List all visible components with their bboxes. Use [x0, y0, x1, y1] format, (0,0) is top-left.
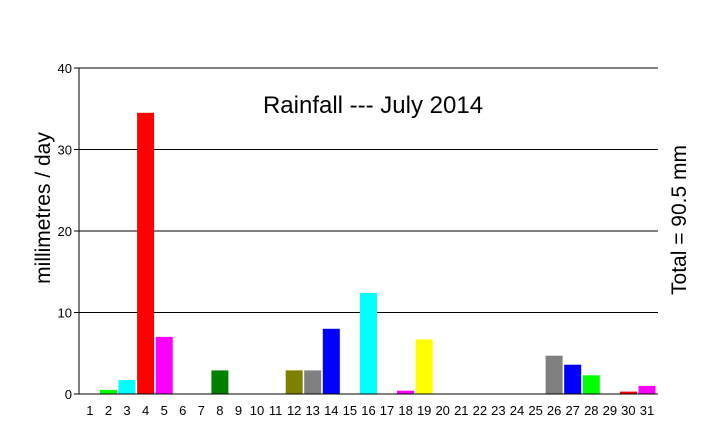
bar-day-26	[545, 355, 563, 394]
bar-day-28	[582, 375, 600, 394]
bar-day-31	[638, 385, 656, 394]
y-tick-label: 10	[58, 306, 72, 321]
bar-day-30	[619, 391, 637, 394]
x-tick-label: 19	[417, 403, 431, 418]
x-tick-label: 27	[565, 403, 579, 418]
x-tick-label: 31	[640, 403, 654, 418]
bar-day-18	[397, 390, 415, 394]
y-tick-label: 0	[65, 387, 72, 402]
x-tick-label: 23	[491, 403, 505, 418]
x-tick-label: 16	[361, 403, 375, 418]
x-tick-label: 25	[528, 403, 542, 418]
x-tick-label: 7	[198, 403, 205, 418]
bar-day-27	[564, 364, 582, 394]
bar-day-2	[100, 389, 117, 394]
x-tick-label: 29	[603, 403, 617, 418]
x-tick-label: 8	[216, 403, 223, 418]
x-tick-label: 20	[435, 403, 449, 418]
bar-day-3	[118, 380, 136, 394]
x-tick-label: 21	[454, 403, 468, 418]
total-label: Total = 90.5 mm	[668, 145, 691, 295]
bar-day-19	[415, 339, 433, 394]
x-tick-label: 30	[621, 403, 635, 418]
x-tick-label: 2	[105, 403, 112, 418]
x-tick-label: 1	[86, 403, 93, 418]
x-tick-label: 13	[305, 403, 319, 418]
x-tick-label: 17	[380, 403, 394, 418]
x-tick-label: 18	[398, 403, 412, 418]
bars	[100, 112, 656, 395]
bar-day-14	[322, 328, 340, 394]
y-tick-labels: 0 10 20 30 40	[58, 61, 79, 402]
x-tick-label: 15	[343, 403, 357, 418]
bar-day-16	[360, 292, 377, 394]
x-tick-label: 14	[324, 403, 338, 418]
x-tick-label: 5	[161, 403, 168, 418]
x-tick-label: 9	[235, 403, 242, 418]
x-tick-label: 6	[179, 403, 186, 418]
y-tick-label: 30	[58, 143, 72, 158]
bar-day-13	[304, 370, 322, 394]
y-axis-label: millimetres / day	[32, 132, 55, 284]
x-tick-label: 22	[473, 403, 487, 418]
x-tick-label: 10	[250, 403, 264, 418]
bar-day-5	[155, 336, 173, 394]
chart-title: Rainfall --- July 2014	[263, 92, 483, 119]
x-tick-label: 28	[584, 403, 598, 418]
x-tick-label: 26	[547, 403, 561, 418]
x-tick-labels: 1 2 3 4 5 6 7 8 9 10 11 12 13 14 15 16 17 18 19 20 21 22 23 24 2…	[86, 403, 654, 418]
x-tick-label: 12	[287, 403, 301, 418]
y-tick-label: 20	[58, 224, 72, 239]
x-tick-label: 4	[142, 403, 149, 418]
y-tick-label: 40	[58, 61, 72, 76]
bar-day-12	[285, 370, 303, 394]
bar-day-8	[211, 370, 229, 394]
x-tick-label: 11	[269, 403, 283, 418]
x-tick-label: 24	[510, 403, 524, 418]
x-tick-label: 3	[123, 403, 130, 418]
bar-day-4	[137, 112, 155, 395]
